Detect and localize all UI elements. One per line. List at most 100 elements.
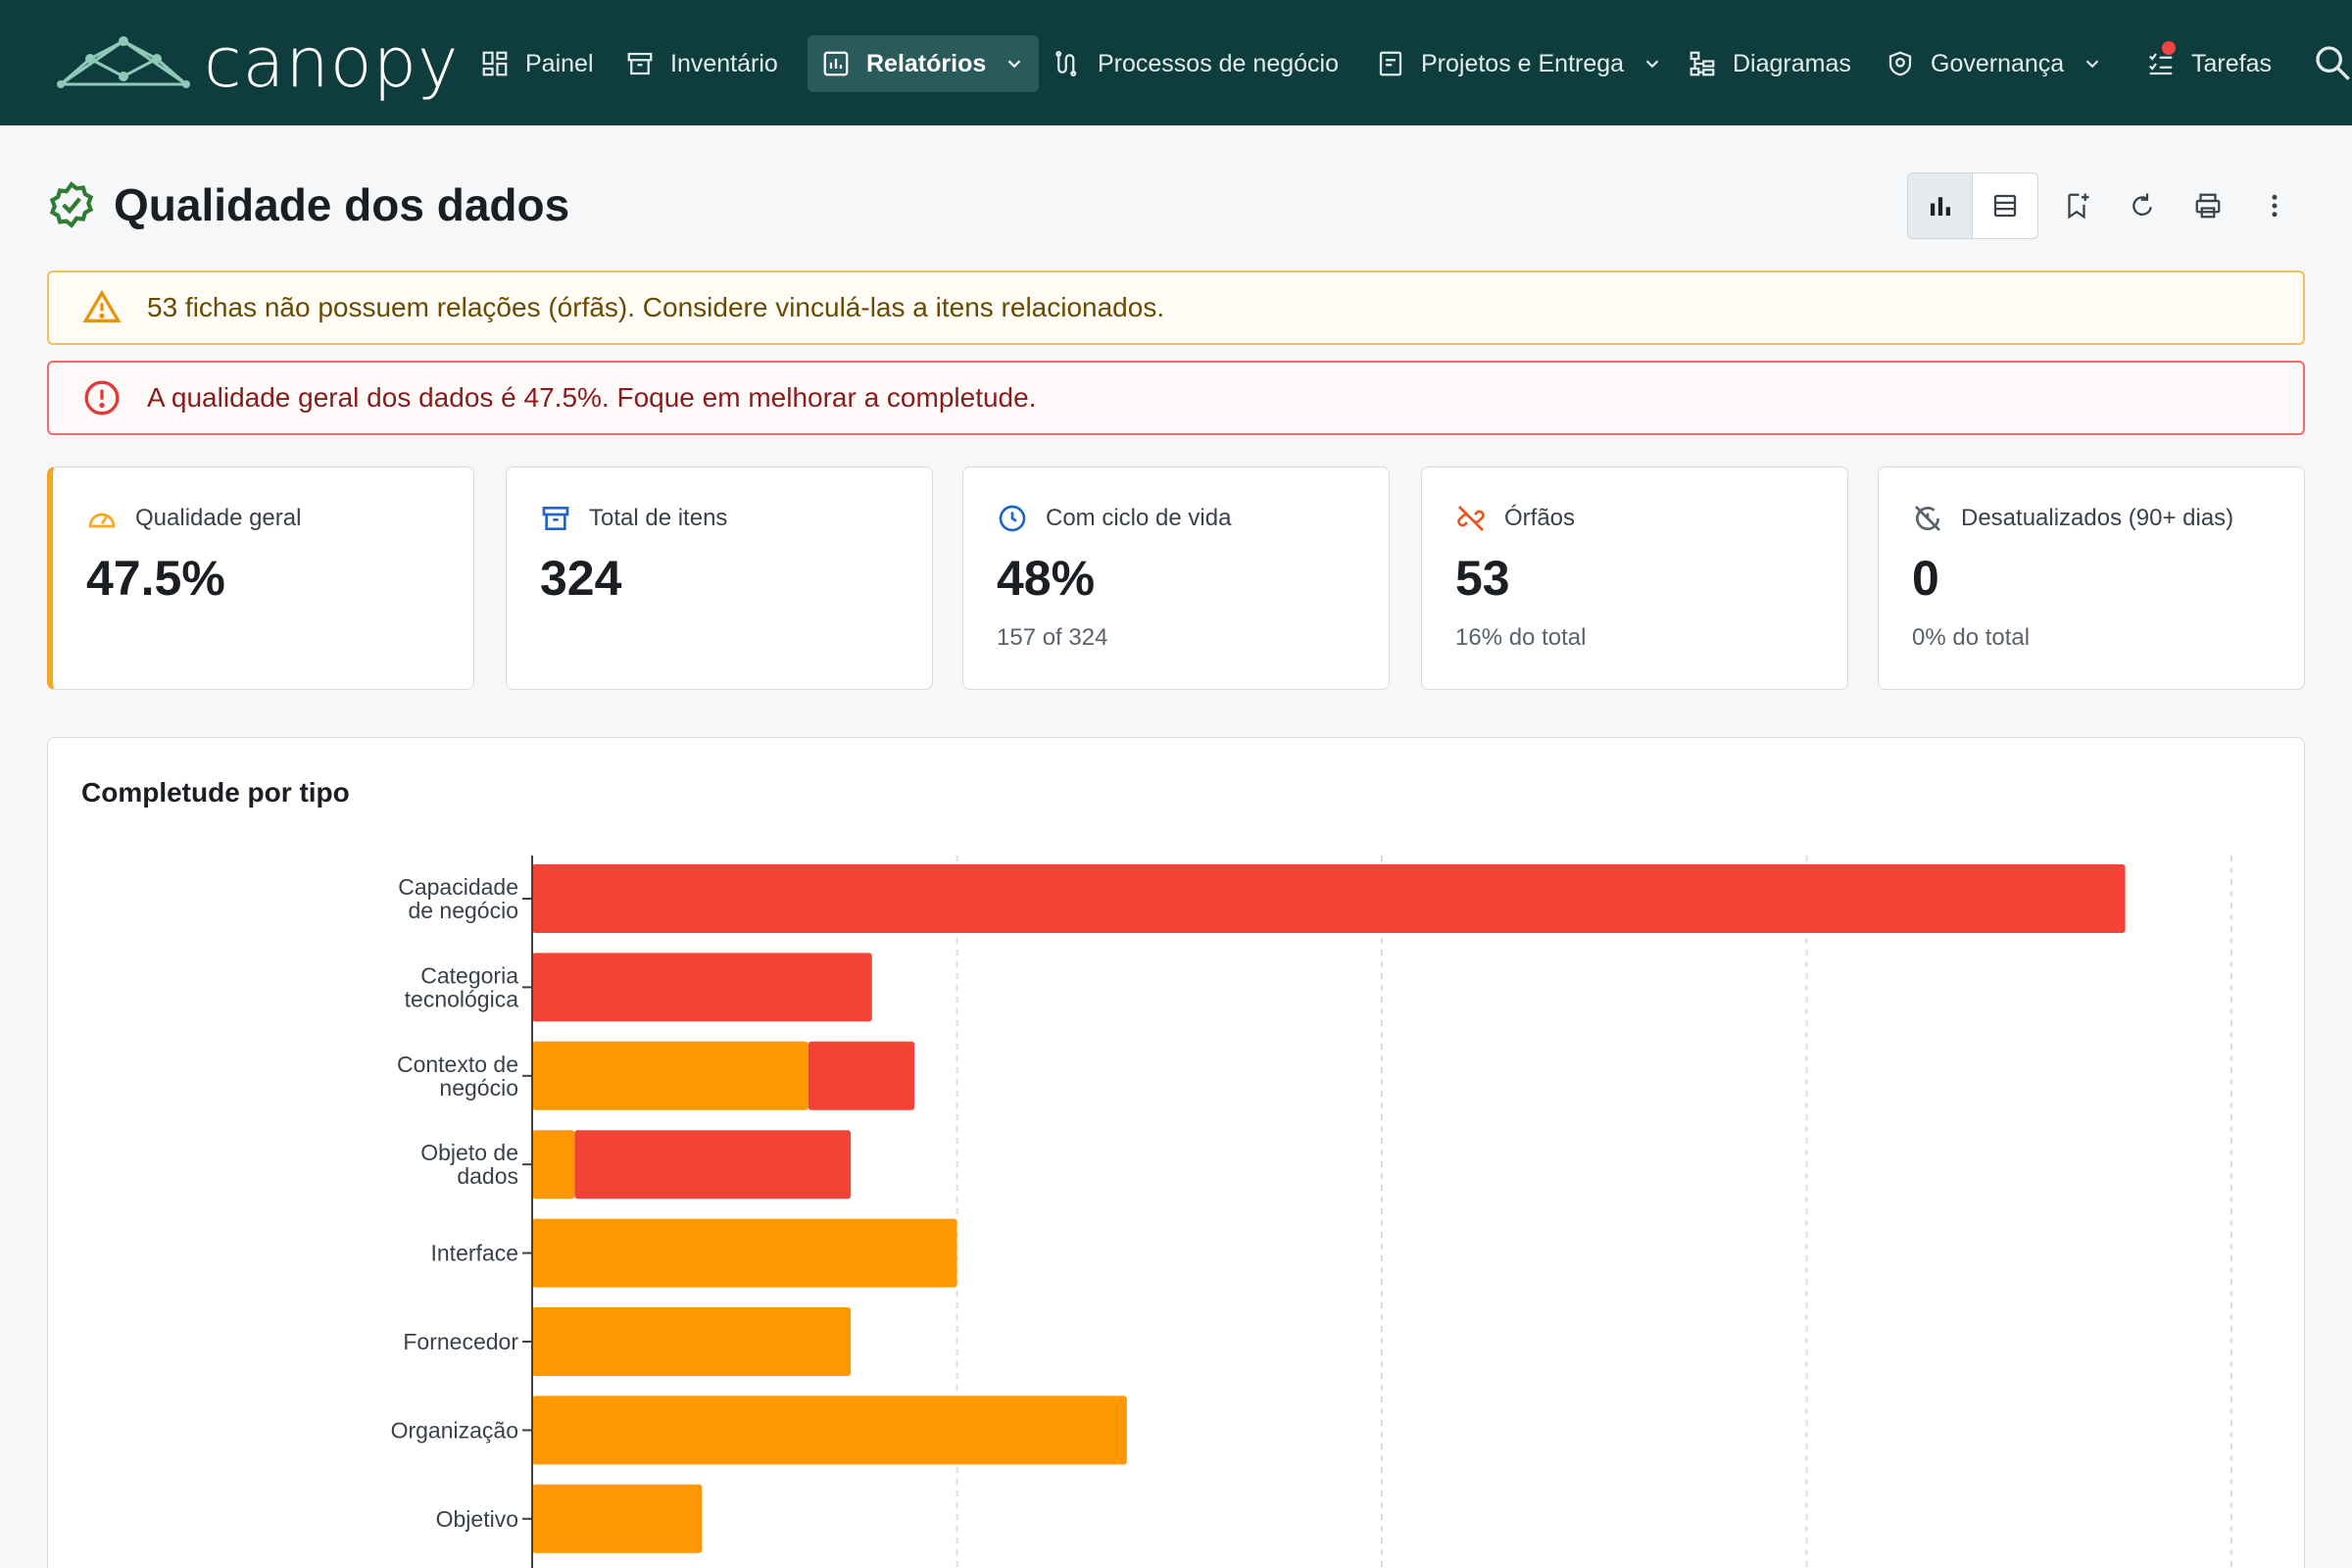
app-logo[interactable]: canopy <box>57 25 459 100</box>
table-view-button[interactable] <box>1973 173 2037 238</box>
nav-item-tarefas[interactable]: Tarefas <box>2132 35 2285 92</box>
nav-item-label: Painel <box>525 49 594 77</box>
chart-bar <box>532 1396 1127 1465</box>
warning-alert-text: 53 fichas não possuem relações (órfãs). … <box>147 292 1165 322</box>
kpi-card-ciclo-de-vida: Com ciclo de vida 48% 157 of 324 <box>962 466 1390 690</box>
kpi-value: 47.5% <box>86 551 225 606</box>
warning-alert: 53 fichas não possuem relações (órfãs). … <box>47 270 2305 345</box>
notification-badge <box>2162 41 2176 55</box>
clock-icon <box>999 505 1026 532</box>
nav-item-label: Tarefas <box>2191 49 2272 77</box>
canopy-logo-icon <box>57 36 190 88</box>
page-header: Qualidade dos dados <box>47 174 569 235</box>
dashboard-icon <box>482 51 508 76</box>
nav-item-label: Relatórios <box>866 49 987 77</box>
top-navigation-bar: canopy Painel Inventário Relatórios Proc… <box>0 0 2352 125</box>
nav-item-governanca[interactable]: Governança <box>1872 35 2117 92</box>
nav-item-painel[interactable]: Painel <box>466 35 608 92</box>
y-tick-label: Capacidade <box>398 874 518 900</box>
bookmark-add-icon <box>2068 193 2089 220</box>
y-tick-label: Objetivo <box>436 1506 518 1532</box>
chart-title: Completude por tipo <box>81 777 350 808</box>
report-icon <box>823 51 849 76</box>
kpi-card-total-itens: Total de itens 324 <box>506 466 933 690</box>
nav-item-label: Processos de negócio <box>1098 49 1339 77</box>
archive-icon <box>627 52 653 75</box>
bar-chart-icon <box>1930 197 1950 216</box>
y-tick-label: Categoria <box>420 962 518 988</box>
nav-item-relatorios[interactable]: Relatórios <box>808 35 1040 92</box>
table-icon <box>1993 194 2017 218</box>
kpi-subtext: 0% do total <box>1912 624 2031 651</box>
y-tick-label: Interface <box>431 1241 519 1266</box>
nav-item-label: Governança <box>1931 49 2065 77</box>
kpi-card-qualidade-geral: Qualidade geral 47.5% <box>47 466 474 690</box>
kpi-label: Qualidade geral <box>135 505 302 531</box>
print-icon <box>2195 193 2221 219</box>
y-tick-label: dados <box>457 1163 518 1189</box>
print-button[interactable] <box>2178 172 2238 239</box>
unlink-icon <box>1457 506 1485 531</box>
error-alert: A qualidade geral dos dados é 47.5%. Foq… <box>47 361 2305 435</box>
kpi-label: Total de itens <box>589 505 728 531</box>
y-tick-label: Contexto de <box>397 1052 518 1077</box>
error-circle-icon <box>84 380 120 416</box>
archive-icon <box>542 507 569 530</box>
tasks-icon <box>2148 53 2173 75</box>
chart-bar <box>808 1041 915 1110</box>
chart-bar <box>532 1041 808 1110</box>
y-tick-label: Organização <box>391 1417 518 1443</box>
chevron-down-icon <box>1645 60 1659 69</box>
refresh-icon <box>2132 193 2152 216</box>
kpi-value: 48% <box>997 551 1096 606</box>
chart-bar <box>532 1484 703 1553</box>
y-tick-label: negócio <box>439 1075 518 1101</box>
nav-item-diagramas[interactable]: Diagramas <box>1674 35 1865 92</box>
nav-item-label: Inventário <box>670 49 778 77</box>
nav-item-projetos[interactable]: Projetos e Entrega <box>1362 35 1677 92</box>
chart-view-button[interactable] <box>1908 173 1973 238</box>
chart-bar <box>532 953 872 1022</box>
bookmark-button[interactable] <box>2046 172 2107 239</box>
more-options-button[interactable] <box>2244 172 2305 239</box>
kpi-subtext: 16% do total <box>1455 624 1587 651</box>
shield-icon <box>1888 51 1912 76</box>
chart-bar <box>574 1130 852 1200</box>
process-icon <box>1055 51 1077 76</box>
chart-bar <box>532 1130 575 1200</box>
nav-item-processos[interactable]: Processos de negócio <box>1039 35 1352 92</box>
kpi-label: Com ciclo de vida <box>1046 505 1232 531</box>
y-tick-label: tecnológica <box>405 986 519 1011</box>
y-tick-label: Objeto de <box>420 1140 518 1165</box>
y-tick-label: Fornecedor <box>403 1329 518 1354</box>
chevron-down-icon <box>1007 60 1021 69</box>
more-vertical-icon <box>2272 194 2278 218</box>
error-alert-text: A qualidade geral dos dados é 47.5%. Foq… <box>147 382 1037 413</box>
page-title: Qualidade dos dados <box>114 179 570 230</box>
refresh-button[interactable] <box>2112 172 2173 239</box>
nav-item-label: Diagramas <box>1733 49 1851 77</box>
kpi-subtext: 157 of 324 <box>997 624 1108 651</box>
kpi-value: 53 <box>1455 551 1510 606</box>
chart-bar <box>532 1307 852 1376</box>
kpi-label: Órfãos <box>1504 505 1576 531</box>
chart-panel: Completude por tipo Capacidade de negócio… <box>47 737 2305 1568</box>
search-icon[interactable] <box>2313 43 2352 82</box>
view-toggle <box>1907 172 2038 239</box>
kpi-card-desatualizados: Desatualizados (90+ dias) 0 0% do total <box>1878 466 2305 690</box>
warning-triangle-icon <box>82 289 122 322</box>
kpi-value: 324 <box>540 551 622 606</box>
verified-badge-icon <box>49 181 94 228</box>
stale-history-icon <box>1915 506 1940 531</box>
kpi-label: Desatualizados (90+ dias) <box>1961 505 2234 531</box>
nav-item-label: Projetos e Entrega <box>1421 49 1625 77</box>
diagram-icon <box>1690 51 1715 76</box>
project-icon <box>1379 51 1402 76</box>
kpi-value: 0 <box>1912 551 1939 606</box>
gauge-icon <box>88 513 116 528</box>
kpi-card-orfaos: Órfãos 53 16% do total <box>1421 466 1848 690</box>
chart-bar <box>532 864 2126 933</box>
nav-item-inventario[interactable]: Inventário <box>612 35 792 92</box>
y-tick-label: de negócio <box>408 898 518 923</box>
